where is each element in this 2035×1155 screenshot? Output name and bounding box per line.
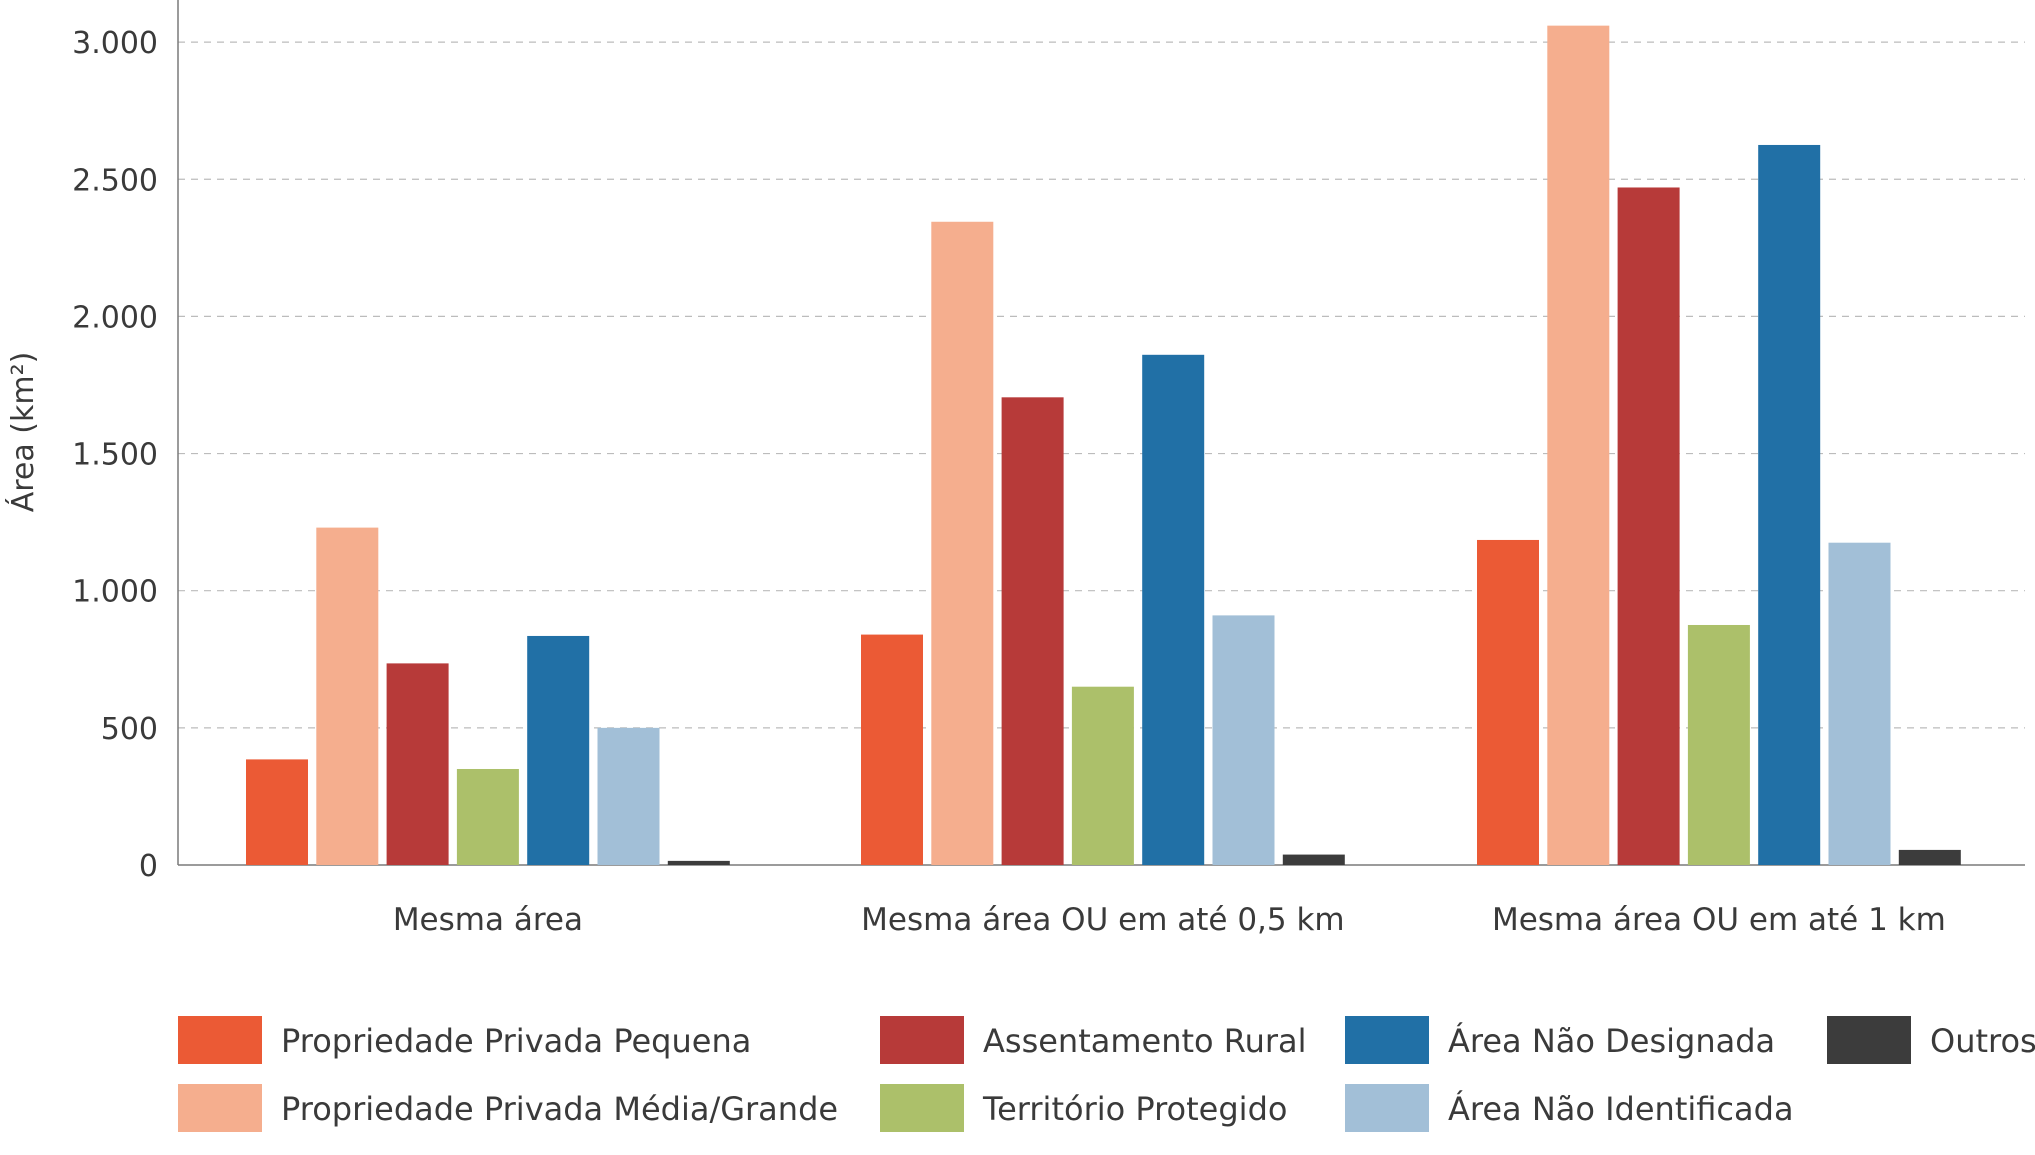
x-category-label: Mesma área (393, 902, 583, 938)
bar (1477, 539, 1539, 865)
y-tick-label: 1.500 (72, 438, 158, 473)
bar (931, 221, 994, 866)
bar (246, 759, 308, 865)
bar (1547, 25, 1610, 865)
bar (1828, 542, 1891, 865)
legend-label: Propriedade Privada Pequena (281, 1022, 751, 1060)
bar (1212, 615, 1275, 865)
bars (246, 25, 1961, 866)
legend-swatch (1345, 1084, 1429, 1132)
legend-swatch (1827, 1016, 1911, 1064)
bar (1687, 624, 1750, 865)
bar (597, 727, 660, 865)
bar (861, 634, 923, 865)
legend-swatch (880, 1084, 964, 1132)
bar (1071, 686, 1134, 865)
legend-swatch (178, 1084, 262, 1132)
bar (1898, 849, 1961, 865)
legend-label: Território Protegido (982, 1090, 1287, 1128)
x-category-labels: Mesma área Mesma área OU em até 0,5 km Mes… (393, 902, 1946, 938)
bar (316, 527, 379, 865)
bar (1758, 144, 1821, 865)
bar (1617, 187, 1680, 865)
bar (1142, 354, 1205, 865)
y-tick-label: 1.000 (72, 575, 158, 610)
x-category-label: Mesma área OU em até 1 km (1492, 902, 1946, 938)
y-tick-labels: 0 500 1.000 1.500 2.000 2.500 3.000 (72, 26, 158, 884)
y-tick-label: 0 (139, 849, 158, 884)
legend-label: Assentamento Rural (983, 1022, 1307, 1060)
legend-label: Área Não Identificada (1448, 1090, 1794, 1128)
legend-swatch (1345, 1016, 1429, 1064)
x-category-label: Mesma área OU em até 0,5 km (861, 902, 1344, 938)
bar (386, 663, 449, 865)
bar (1282, 854, 1345, 865)
legend-swatch (178, 1016, 262, 1064)
y-tick-label: 500 (101, 712, 158, 747)
bar (456, 768, 519, 865)
y-tick-label: 3.000 (72, 26, 158, 61)
legend-label: Área Não Designada (1448, 1022, 1775, 1060)
legend-label: Propriedade Privada Média/Grande (281, 1090, 838, 1128)
y-tick-label: 2.500 (72, 163, 158, 198)
y-axis-label: Área (km²) (5, 352, 41, 513)
bar (1001, 397, 1064, 865)
legend-label: Outros (1930, 1022, 2035, 1060)
y-tick-label: 2.000 (72, 300, 158, 335)
legend-swatch (880, 1016, 964, 1064)
bar (527, 635, 590, 865)
bar (667, 860, 730, 865)
legend: Propriedade Privada Pequena Propriedade P… (178, 1016, 2035, 1132)
